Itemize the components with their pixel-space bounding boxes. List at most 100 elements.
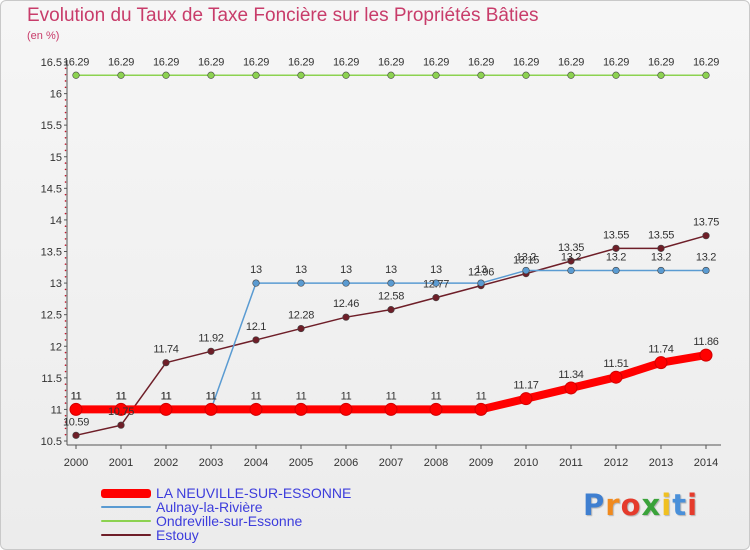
data-label: 11 [161, 390, 172, 402]
data-label: 13.55 [603, 229, 629, 241]
data-label: 11 [71, 390, 82, 402]
data-point [474, 402, 488, 416]
data-point [162, 359, 170, 367]
x-tick-label: 2009 [469, 457, 493, 469]
y-minor-tick [64, 149, 67, 152]
legend-item-ondreville[interactable]: Ondreville-sur-Essonne [101, 513, 351, 529]
data-point [252, 279, 260, 287]
data-label: 16.29 [333, 56, 359, 68]
y-minor-tick [64, 301, 67, 303]
data-label: 11 [386, 390, 397, 402]
data-label: 11.92 [198, 332, 223, 344]
y-minor-tick [64, 427, 67, 430]
data-label: 13.75 [693, 217, 719, 229]
y-minor-tick [64, 231, 67, 234]
data-label: 16.29 [198, 56, 224, 68]
data-point [567, 257, 575, 265]
data-label: 13 [340, 264, 352, 276]
x-tick-label: 2010 [514, 457, 538, 469]
y-minor-tick [64, 395, 67, 398]
data-point [252, 71, 260, 79]
legend-swatch-la-neuville [101, 488, 151, 498]
y-minor-tick [64, 351, 67, 354]
y-minor-tick [64, 275, 67, 278]
y-minor-tick [64, 294, 67, 297]
data-label: 11 [116, 390, 127, 402]
data-point [117, 71, 125, 79]
data-point [384, 402, 398, 416]
data-label: 11 [161, 390, 172, 402]
data-label: 11.86 [693, 336, 718, 348]
logo-letter: r [605, 488, 621, 522]
data-label: 13.2 [696, 251, 716, 263]
data-point [657, 244, 665, 252]
y-minor-tick [64, 307, 67, 310]
data-label: 16.29 [558, 56, 584, 68]
data-label: 16.29 [288, 56, 314, 68]
logo-letter: i [687, 488, 699, 522]
y-tick-label: 11.5 [41, 373, 62, 385]
data-point [522, 266, 530, 275]
data-label: 11 [341, 390, 352, 402]
legend-item-aulnay[interactable]: Aulnay-la-Rivière [101, 499, 351, 515]
x-tick-label: 2013 [649, 457, 673, 469]
y-minor-tick [64, 326, 67, 329]
legend-label-la-neuville: LA NEUVILLE-SUR-ESSONNE [156, 485, 352, 501]
data-point [252, 336, 260, 344]
data-label: 11.74 [648, 344, 673, 356]
data-point [72, 71, 80, 79]
data-label: 11 [206, 390, 217, 402]
legend-item-estouy[interactable]: Estouy [101, 527, 351, 543]
data-label: 13.2 [561, 251, 581, 263]
data-label: 16.29 [243, 56, 269, 68]
series-lines [69, 71, 713, 439]
data-point [339, 402, 353, 416]
x-tick-label: 2005 [289, 457, 313, 469]
y-minor-tick [64, 73, 67, 76]
legend-swatch-ondreville [101, 520, 151, 522]
data-label: 12.46 [333, 298, 359, 310]
data-label: 11.17 [513, 380, 538, 392]
x-tick-label: 2008 [424, 457, 448, 469]
data-label: 10.59 [63, 416, 89, 428]
data-label: 11 [206, 390, 217, 402]
legend-item-la-neuville[interactable]: LA NEUVILLE-SUR-ESSONNE [101, 485, 352, 501]
data-label: 11.74 [153, 344, 178, 356]
proxiti-logo: Proxiti [583, 488, 698, 522]
y-minor-tick [64, 162, 67, 164]
unit-label: (en %) [27, 30, 60, 42]
data-label: 13.35 [558, 242, 584, 254]
x-tick-label: 2000 [64, 457, 88, 469]
data-label: 13 [385, 264, 397, 276]
logo-letter: P [583, 488, 606, 522]
data-point [387, 306, 395, 314]
data-label: 13 [430, 264, 442, 276]
data-point [207, 71, 215, 79]
data-label: 13 [295, 264, 307, 276]
y-minor-tick [64, 320, 67, 322]
data-label: 11 [296, 390, 307, 402]
data-label: 13.15 [513, 255, 539, 267]
x-tick-label: 2011 [559, 457, 583, 469]
y-minor-tick [64, 433, 67, 436]
data-point [162, 71, 170, 79]
data-label: 11 [251, 390, 262, 402]
data-point [387, 71, 395, 79]
x-tick-label: 2002 [154, 457, 178, 469]
y-minor-tick [64, 80, 67, 82]
data-label: 12.58 [378, 291, 404, 303]
y-minor-tick [64, 111, 67, 114]
data-point [564, 381, 578, 395]
data-label: 13.2 [606, 251, 626, 263]
y-tick-label: 12 [50, 341, 62, 353]
y-minor-tick [64, 364, 67, 367]
data-point [297, 324, 305, 333]
y-tick-label: 10.5 [41, 436, 62, 448]
y-minor-tick [64, 206, 67, 209]
y-tick-label: 13 [50, 278, 62, 290]
data-label: 12.1 [246, 321, 266, 333]
data-label: 11.51 [603, 358, 628, 370]
y-minor-tick [64, 402, 67, 404]
data-point [654, 356, 668, 370]
